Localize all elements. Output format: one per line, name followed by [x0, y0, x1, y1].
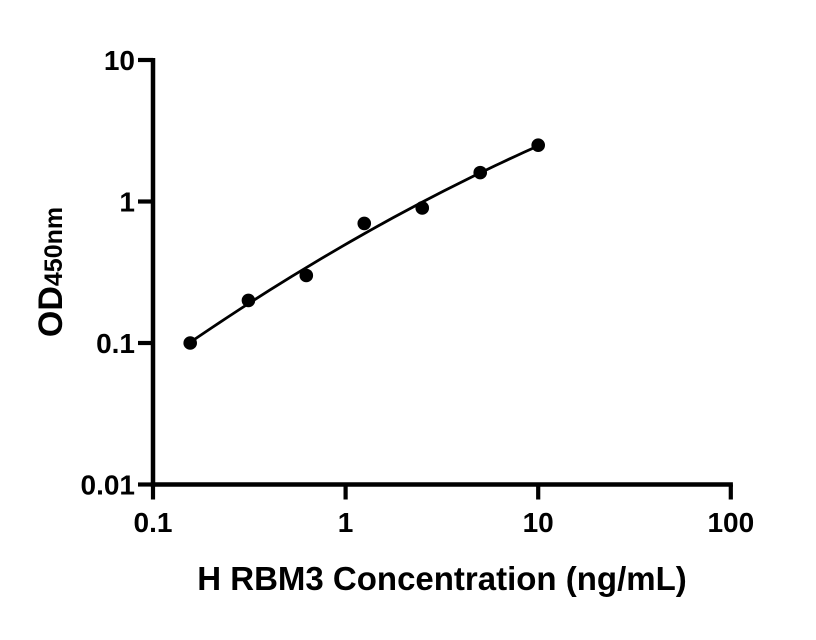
- x-tick-label: 10: [523, 507, 554, 538]
- y-axis-title-main: OD: [32, 286, 70, 337]
- y-axis-title-sub: 450nm: [40, 207, 68, 286]
- data-point: [357, 216, 372, 231]
- y-axis-title: OD450nm: [32, 207, 70, 337]
- data-point: [531, 138, 545, 152]
- data-point: [473, 165, 488, 180]
- x-tick-label: 0.1: [134, 507, 173, 538]
- x-axis-title: H RBM3 Concentration (ng/mL): [197, 560, 686, 597]
- y-tick-label: 1: [119, 187, 135, 218]
- axes: [150, 58, 733, 487]
- y-tick-label: 0.01: [81, 470, 136, 501]
- y-axis-tick-labels: 0.01 0.1 1 10: [81, 45, 136, 501]
- data-point: [299, 268, 314, 283]
- data-point: [241, 293, 256, 308]
- x-tick-label: 100: [707, 507, 754, 538]
- y-axis-ticks: [138, 57, 153, 487]
- data-point: [183, 336, 197, 350]
- data-points: [183, 138, 545, 350]
- x-axis-ticks: [150, 484, 733, 500]
- x-tick-label: 1: [338, 507, 354, 538]
- y-tick-label: 10: [104, 45, 135, 76]
- x-axis-tick-labels: 0.1 1 10 100: [134, 507, 755, 538]
- data-point: [415, 201, 430, 215]
- y-tick-label: 0.1: [96, 328, 135, 359]
